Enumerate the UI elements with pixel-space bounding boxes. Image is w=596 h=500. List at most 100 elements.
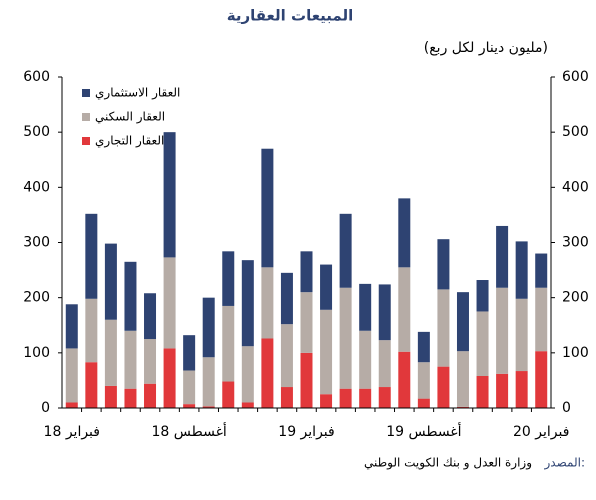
bar-segment [320, 394, 333, 408]
bar-segment [65, 304, 78, 349]
bar-segment [476, 280, 489, 312]
y2-tick-label: 0 [562, 400, 571, 416]
bar-segment [476, 311, 489, 377]
source-label: المصدر: [544, 456, 585, 471]
bar-segment [417, 362, 430, 399]
bar-segment [124, 388, 137, 408]
bar-segment [183, 335, 196, 371]
y2-tick-label: 100 [562, 345, 589, 361]
x-tick-label: أغسطس 18 [151, 422, 226, 440]
bar-segment [65, 348, 78, 403]
y2-tick-label: 300 [562, 235, 589, 251]
bar-segment [222, 381, 235, 408]
bar-segment [300, 292, 313, 353]
bar-segment [104, 243, 117, 320]
bar-segment [163, 348, 176, 408]
bar-segment [241, 260, 254, 347]
legend-label: العقار السكني [95, 110, 165, 125]
bar-segment [339, 213, 352, 288]
bar-segment [300, 352, 313, 408]
bar-segment [535, 253, 548, 288]
legend-swatch [82, 113, 90, 121]
y-tick-label: 600 [23, 69, 50, 85]
bar-segment [535, 351, 548, 408]
bar-segment [85, 213, 98, 299]
legend-swatch [82, 89, 90, 97]
chart-title: المبيعات العقارية [227, 7, 354, 25]
bar-segment [515, 298, 528, 372]
chart-subtitle: (مليون دينار لكل ربع) [424, 40, 548, 56]
bar-segment [163, 257, 176, 349]
y2-tick-label: 400 [562, 179, 589, 195]
bar-segment [85, 298, 98, 363]
bar-segment [183, 370, 196, 405]
bar-segment [456, 406, 469, 408]
bar-segment [261, 267, 274, 339]
y2-tick-label: 600 [562, 69, 589, 85]
bar-segment [183, 404, 196, 408]
y-tick-label: 200 [23, 290, 50, 306]
bar-segment [124, 330, 137, 389]
bar-segment [222, 305, 235, 382]
bar-segment [300, 251, 313, 293]
bar-segment [144, 293, 157, 340]
bar-segment [417, 331, 430, 363]
y2-tick-label: 500 [562, 124, 589, 140]
y-tick-label: 500 [23, 124, 50, 140]
bar-segment [320, 309, 333, 395]
legend-label: العقار التجاري [95, 134, 164, 149]
bar-segment [144, 383, 157, 408]
bar-segment [202, 297, 215, 358]
bar-segment [398, 351, 411, 408]
bar-segment [280, 272, 293, 325]
bar-segment [339, 287, 352, 389]
bar-segment [202, 357, 215, 407]
legend-label: العقار الاستثماري [95, 86, 180, 101]
bar-segment [261, 148, 274, 268]
y-tick-label: 0 [41, 400, 50, 416]
source: وزارة العدل و بنك الكويت الوطني [364, 456, 532, 471]
bar-segment [359, 388, 372, 408]
bar-segment [515, 371, 528, 408]
y-tick-label: 400 [23, 179, 50, 195]
x-tick-label: أغسطس 19 [386, 422, 461, 440]
bar-segment [104, 385, 117, 408]
y-tick-label: 300 [23, 235, 50, 251]
bar-segment [359, 330, 372, 389]
bar-segment [378, 387, 391, 408]
bar-segment [359, 283, 372, 331]
bar-segment [222, 251, 235, 306]
bar-segment [202, 406, 215, 408]
bar-segment [124, 261, 137, 331]
bar-segment [104, 319, 117, 386]
bar-segment [339, 388, 352, 408]
y-tick-label: 100 [23, 345, 50, 361]
bar-segment [85, 362, 98, 408]
bar-segment [476, 376, 489, 408]
bar-segment [280, 324, 293, 388]
bar-segment [241, 402, 254, 408]
bar-segment [456, 351, 469, 407]
legend-swatch [82, 137, 90, 145]
x-tick-label: فبراير 19 [278, 424, 334, 440]
bar-segment [535, 287, 548, 352]
bar-segment [437, 239, 450, 290]
bar-segment [144, 339, 157, 384]
x-tick-label: فبراير 20 [513, 424, 569, 440]
bar-segment [417, 398, 430, 408]
x-tick-label: فبراير 18 [44, 424, 100, 440]
bar-segment [496, 287, 509, 374]
bar-segment [261, 338, 274, 408]
y2-tick-label: 200 [562, 290, 589, 306]
bar-segment [496, 225, 509, 288]
bar-segment [437, 366, 450, 408]
bar-segment [65, 402, 78, 408]
bar-segment [437, 289, 450, 367]
bar-segment [496, 373, 509, 408]
bar-segment [378, 284, 391, 341]
bar-segment [398, 198, 411, 268]
bar-segment [515, 241, 528, 299]
bar-segment [320, 264, 333, 310]
bar-segment [163, 132, 176, 258]
